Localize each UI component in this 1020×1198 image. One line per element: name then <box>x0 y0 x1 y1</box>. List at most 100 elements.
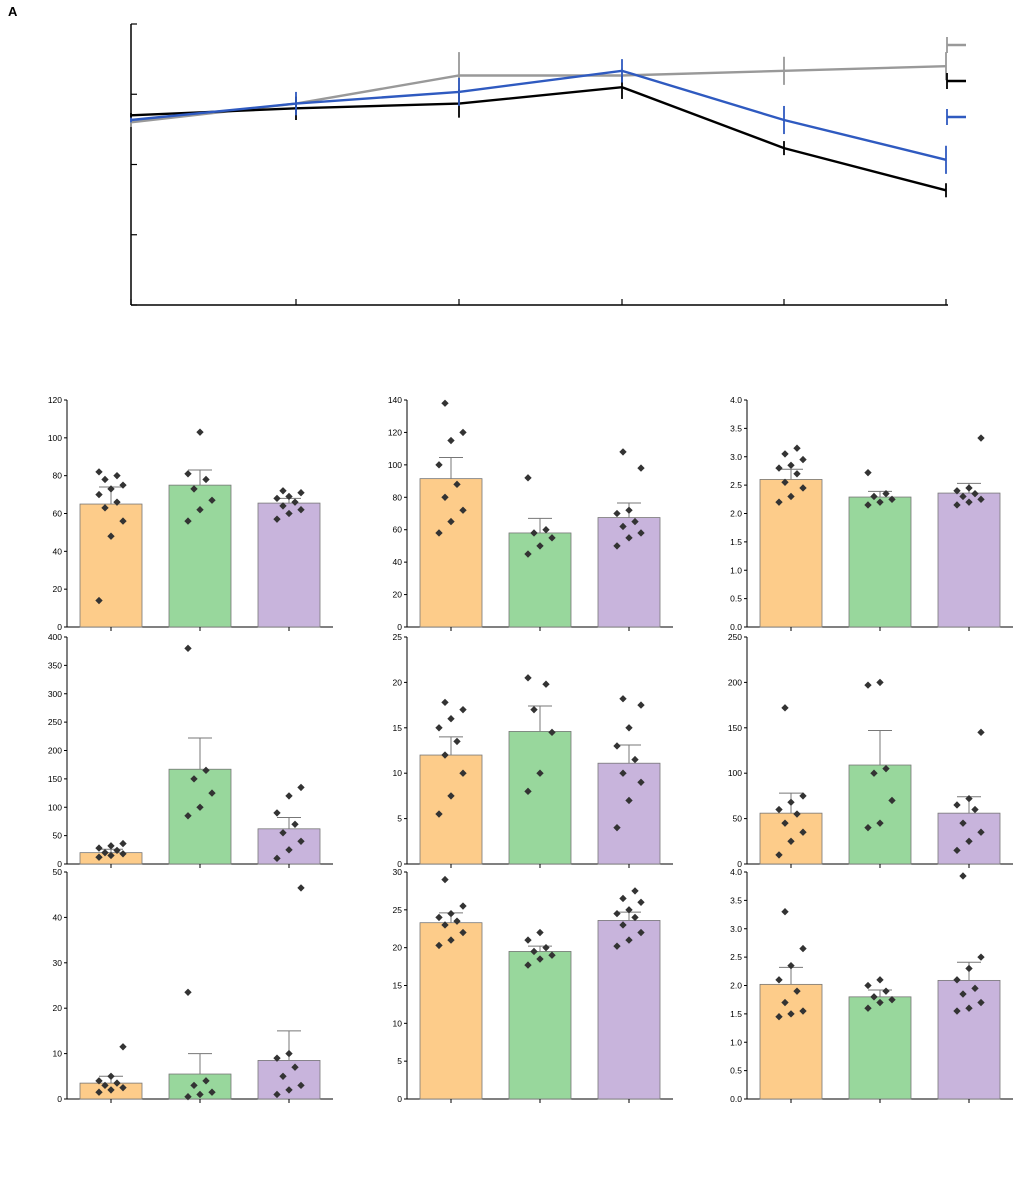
data-point <box>953 801 961 809</box>
y-tick-label: 10 <box>393 1018 403 1028</box>
data-point <box>202 475 210 484</box>
y-tick-label: 120 <box>388 427 402 437</box>
y-tick-label: 0 <box>57 1094 62 1104</box>
data-point <box>453 917 461 925</box>
data-point <box>548 534 556 542</box>
data-point <box>196 506 204 514</box>
data-point <box>781 998 789 1007</box>
bar-pc <box>937 492 1001 628</box>
data-point <box>542 526 550 534</box>
data-point <box>781 704 789 712</box>
y-tick-label: 200 <box>728 677 742 687</box>
data-point <box>613 942 621 950</box>
data-point <box>297 884 305 892</box>
panel-a-line-chart: A <box>8 4 966 306</box>
bar-cis <box>508 731 572 865</box>
data-point <box>435 810 443 818</box>
data-point <box>524 550 532 558</box>
y-tick-label: 5 <box>397 1056 402 1066</box>
data-point <box>297 489 305 497</box>
y-tick-label: 0 <box>57 622 62 632</box>
y-tick-label: 10 <box>53 1049 63 1059</box>
y-tick-label: 2.5 <box>730 480 742 490</box>
bar-nc <box>419 478 483 628</box>
y-tick-label: 1.5 <box>730 537 742 547</box>
data-point <box>977 828 985 836</box>
data-point <box>631 755 639 764</box>
data-point <box>775 976 783 984</box>
y-tick-label: 25 <box>393 905 403 915</box>
data-point <box>613 509 621 518</box>
data-point <box>882 987 890 995</box>
data-point <box>787 961 795 970</box>
data-point <box>459 928 467 937</box>
y-tick-label: 20 <box>53 584 63 594</box>
data-point <box>447 715 455 723</box>
bar-pc <box>597 517 661 628</box>
data-point <box>787 1010 795 1018</box>
y-tick-label: 0 <box>397 859 402 869</box>
data-point <box>799 455 807 464</box>
data-point <box>971 984 979 993</box>
data-point <box>184 988 192 996</box>
data-point <box>625 534 633 542</box>
y-tick-label: 50 <box>53 867 63 877</box>
data-point <box>101 475 109 484</box>
data-point <box>637 898 645 906</box>
data-point <box>959 492 967 501</box>
data-point <box>273 809 281 817</box>
data-point <box>959 872 967 880</box>
data-point <box>787 837 795 845</box>
data-point <box>119 839 127 848</box>
data-point <box>208 496 216 504</box>
data-point <box>441 698 449 707</box>
data-point <box>977 953 985 961</box>
data-point <box>184 812 192 820</box>
y-tick-label: 80 <box>393 492 403 502</box>
y-tick-label: 0.5 <box>730 1066 742 1076</box>
data-point <box>870 769 878 777</box>
data-point <box>781 819 789 827</box>
data-point <box>977 998 985 1007</box>
data-point <box>953 846 961 855</box>
bar-pc <box>937 979 1001 1100</box>
data-point <box>625 796 633 805</box>
y-tick-label: 350 <box>48 660 62 670</box>
data-point <box>107 532 115 540</box>
y-tick-label: 3.0 <box>730 924 742 934</box>
data-point <box>965 794 973 803</box>
data-point <box>799 944 807 953</box>
y-tick-label: 400 <box>48 632 62 642</box>
data-point <box>637 529 645 537</box>
y-tick-label: 0 <box>397 622 402 632</box>
data-point <box>524 674 532 682</box>
data-point <box>613 742 621 750</box>
data-point <box>625 906 633 914</box>
data-point <box>625 936 633 944</box>
panel-e: 0 50 100 150 200 250 300 350 400 <box>48 632 333 869</box>
data-point <box>285 492 293 501</box>
data-point <box>876 976 884 984</box>
data-point <box>441 921 449 929</box>
data-point <box>613 542 621 550</box>
data-point <box>625 724 633 732</box>
data-point <box>184 470 192 478</box>
data-point <box>793 470 801 478</box>
data-point <box>799 828 807 836</box>
data-point <box>882 764 890 773</box>
data-point <box>613 824 621 832</box>
data-point <box>285 1086 293 1094</box>
y-tick-label: 40 <box>53 546 63 556</box>
data-point <box>864 501 872 509</box>
data-point <box>119 1043 127 1051</box>
data-point <box>273 854 281 863</box>
panel-f: 0 5 10 15 20 25 <box>393 632 673 869</box>
data-point <box>864 981 872 990</box>
data-point <box>793 810 801 818</box>
data-point <box>959 990 967 998</box>
y-tick-label: 100 <box>48 802 62 812</box>
data-point <box>536 928 544 937</box>
data-point <box>787 461 795 469</box>
data-point <box>864 824 872 832</box>
data-point <box>441 399 449 407</box>
